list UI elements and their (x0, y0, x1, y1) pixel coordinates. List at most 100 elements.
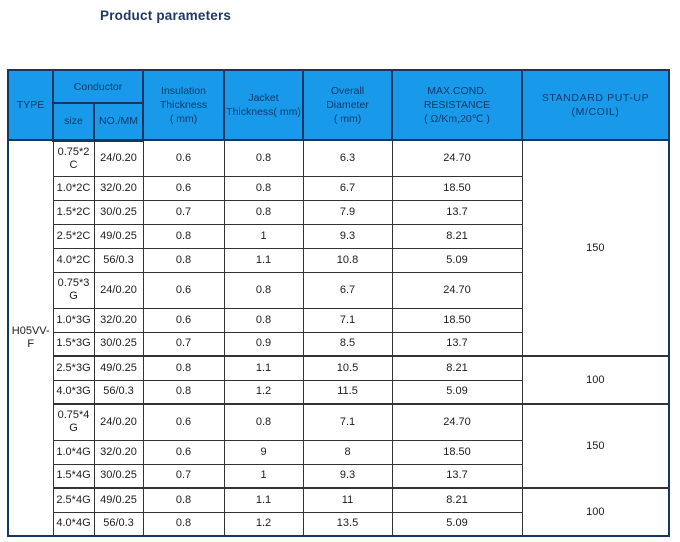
cell-resistance: 8.21 (391, 355, 523, 381)
cell-jacket: 9 (223, 439, 304, 465)
cell-no-mm: 24/0.20 (93, 139, 144, 177)
cell-insulation: 0.6 (142, 403, 225, 441)
cell-no-mm: 49/0.25 (93, 223, 144, 249)
cell-jacket: 1.1 (223, 487, 304, 513)
cell-resistance: 18.50 (391, 439, 523, 465)
cell-no-mm: 30/0.25 (93, 463, 144, 489)
cell-overall: 7.1 (302, 307, 393, 333)
header-overall-line-3: ( mm) (333, 113, 362, 125)
header-insulation-thickness: Insulation Thickness ( mm) (142, 69, 226, 141)
cell-jacket: 1 (223, 463, 304, 489)
header-jacket-line-1: Jacket (248, 92, 279, 104)
cell-overall: 8 (302, 439, 393, 465)
cell-insulation: 0.8 (142, 355, 225, 381)
table-row: 2.5*3G 49/0.25 0.8 1.1 10.5 8.21 100 (8, 355, 670, 405)
cell-overall: 6.7 (302, 271, 393, 309)
header-max-cond-resistance: MAX.COND. RESISTANCE ( Ω/Km,20℃ ) (391, 69, 524, 141)
cell-size: 2.5*2C (52, 223, 95, 249)
cell-no-mm: 49/0.25 (93, 487, 144, 513)
cell-jacket: 0.8 (223, 307, 304, 333)
cell-resistance: 13.7 (391, 331, 523, 357)
cell-jacket: 0.8 (223, 139, 304, 177)
cell-jacket: 0.9 (223, 331, 304, 357)
cell-size: 2.5*4G (52, 487, 95, 513)
header-row-1: TYPE Conductor Insulation Thickness ( mm… (7, 69, 671, 141)
cell-resistance: 18.50 (391, 175, 523, 201)
cell-overall: 6.3 (302, 139, 393, 177)
table-row: 2.5*4G 49/0.25 0.8 1.1 11 8.21 100 (8, 487, 670, 537)
cell-no-mm: 30/0.25 (93, 199, 144, 225)
table-row: 0.75*4 G 24/0.20 0.6 0.8 7.1 24.70 150 (8, 403, 670, 489)
table-row: 1.0*4G 32/0.20 0.6 9 8 18.50 (8, 439, 669, 465)
cell-resistance: 8.21 (391, 487, 523, 513)
cell-size: 0.75*3 G (52, 271, 95, 309)
cell-no-mm: 30/0.25 (93, 331, 144, 357)
cell-putup: 150 (521, 403, 670, 489)
cell-size: 1.5*3G (52, 331, 95, 357)
cell-insulation: 0.6 (142, 175, 225, 201)
cell-resistance: 8.21 (391, 223, 523, 249)
cell-no-mm: 56/0.3 (93, 511, 144, 537)
cell-insulation: 0.8 (142, 511, 225, 537)
table-row: 4.0*4G 56/0.3 0.8 1.2 13.5 5.09 (8, 511, 669, 537)
cell-overall: 10.5 (302, 355, 393, 381)
cell-overall: 9.3 (302, 223, 393, 249)
cell-overall: 11.5 (302, 379, 393, 405)
cell-insulation: 0.8 (142, 223, 225, 249)
header-overall-diameter: Overall Diameter ( mm) (302, 69, 394, 141)
cell-size: 1.0*2C (52, 175, 95, 201)
header-overall-line-1: Overall (330, 85, 365, 97)
table-row: 1.0*2C 32/0.20 0.6 0.8 6.7 18.50 (8, 175, 669, 201)
cell-jacket: 0.8 (223, 199, 304, 225)
cell-size: 4.0*4G (52, 511, 95, 537)
cell-overall: 8.5 (302, 331, 393, 357)
cell-insulation: 0.6 (142, 139, 225, 177)
cell-insulation: 0.7 (142, 331, 225, 357)
cell-insulation: 0.8 (142, 247, 225, 273)
table-row: 1.5*2C 30/0.25 0.7 0.8 7.9 13.7 (8, 199, 669, 225)
cell-resistance: 5.09 (391, 247, 523, 273)
header-insulation-line-2: Thickness (159, 99, 208, 111)
cell-size: 4.0*2C (52, 247, 95, 273)
header-overall-line-2: Diameter (326, 99, 369, 111)
cell-resistance: 5.09 (391, 511, 523, 537)
cell-no-mm: 32/0.20 (93, 175, 144, 201)
cell-resistance: 24.70 (391, 139, 523, 177)
cell-no-mm: 32/0.20 (93, 307, 144, 333)
header-insulation-line-1: Insulation (161, 85, 206, 97)
cell-resistance: 24.70 (391, 403, 523, 441)
cell-jacket: 1.1 (223, 355, 304, 381)
table-row: 1.5*4G 30/0.25 0.7 1 9.3 13.7 (8, 463, 669, 489)
cell-jacket: 1.2 (223, 511, 304, 537)
cell-resistance: 18.50 (391, 307, 523, 333)
cell-overall: 10.8 (302, 247, 393, 273)
cell-putup: 100 (521, 487, 670, 537)
product-parameters-table: TYPE Conductor Insulation Thickness ( mm… (7, 69, 671, 537)
cell-insulation: 0.8 (142, 379, 225, 405)
cell-resistance: 13.7 (391, 199, 523, 225)
table-row: 1.5*3G 30/0.25 0.7 0.9 8.5 13.7 (8, 331, 669, 357)
cell-jacket: 1.2 (223, 379, 304, 405)
header-resistance-line-3: ( Ω/Km,20℃ ) (424, 113, 490, 125)
cell-size: 1.0*4G (52, 439, 95, 465)
header-putup-line-2: (M/COIL) (571, 106, 620, 118)
table-body: H05VV-F 0.75*2 C 24/0.20 0.6 0.8 6.3 24.70 150 1.… (7, 139, 670, 537)
cell-overall: 13.5 (302, 511, 393, 537)
cell-resistance: 13.7 (391, 463, 523, 489)
cell-resistance: 24.70 (391, 271, 523, 309)
cell-size: 1.5*4G (52, 463, 95, 489)
cell-insulation: 0.6 (142, 439, 225, 465)
cell-jacket: 0.8 (223, 403, 304, 441)
cell-jacket: 1.1 (223, 247, 304, 273)
cell-jacket: 0.8 (223, 175, 304, 201)
header-resistance-line-1: MAX.COND. (427, 85, 487, 97)
cell-size: 1.0*3G (52, 307, 95, 333)
table-row: 2.5*2C 49/0.25 0.8 1 9.3 8.21 (8, 223, 669, 249)
cell-insulation: 0.7 (142, 199, 225, 225)
cell-overall: 7.1 (302, 403, 393, 441)
cell-putup: 100 (521, 355, 670, 405)
header-standard-put-up: STANDARD PUT-UP (M/COIL) (521, 69, 671, 141)
header-size: size (52, 102, 95, 142)
cell-putup: 150 (521, 139, 670, 357)
